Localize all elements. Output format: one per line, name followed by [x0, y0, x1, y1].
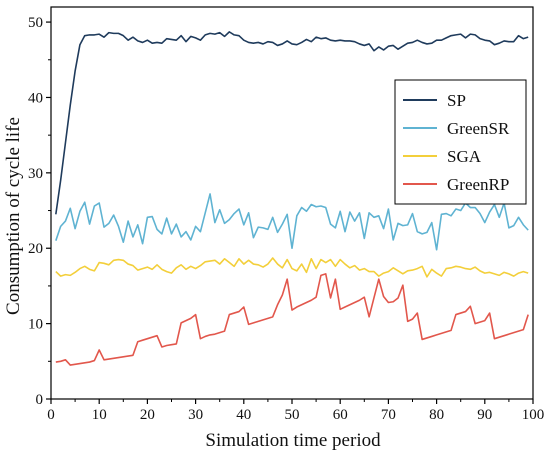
x-axis-title: Simulation time period — [205, 430, 381, 451]
legend-label-sp: SP — [447, 91, 466, 110]
x-tick-label: 60 — [333, 407, 348, 423]
y-axis-title: Consumption of cycle life — [3, 117, 24, 315]
series-line-sp — [55, 31, 529, 215]
y-tick-label: 30 — [28, 166, 43, 182]
series-line-greensr — [55, 193, 529, 251]
x-tick-label: 20 — [140, 407, 155, 423]
x-tick-label: 100 — [522, 407, 545, 423]
x-tick-label: 90 — [477, 407, 492, 423]
series-line-sga — [55, 257, 529, 278]
legend-label-greensr: GreenSR — [447, 119, 510, 138]
y-tick-label: 0 — [36, 392, 44, 408]
x-tick-label: 10 — [92, 407, 107, 423]
axes: 0 10 20 30 40 50 60 70 80 90 100 0 10 20 30 40 50 — [28, 6, 545, 423]
x-tick-label: 70 — [381, 407, 396, 423]
x-tick-label: 50 — [285, 407, 300, 423]
y-tick-label: 20 — [28, 241, 43, 257]
series-line-greenrp — [55, 273, 529, 366]
x-tick-label: 30 — [188, 407, 203, 423]
x-tick-label: 40 — [236, 407, 251, 423]
x-tick-label: 0 — [47, 407, 55, 423]
legend: SP GreenSR SGA GreenRP — [394, 79, 527, 205]
y-tick-label: 50 — [28, 15, 43, 31]
plot-area — [55, 31, 529, 366]
x-tick-label: 80 — [429, 407, 444, 423]
legend-label-sga: SGA — [447, 147, 482, 166]
y-tick-label: 40 — [28, 90, 43, 106]
y-tick-label: 10 — [28, 317, 43, 333]
legend-label-greenrp: GreenRP — [447, 175, 509, 194]
